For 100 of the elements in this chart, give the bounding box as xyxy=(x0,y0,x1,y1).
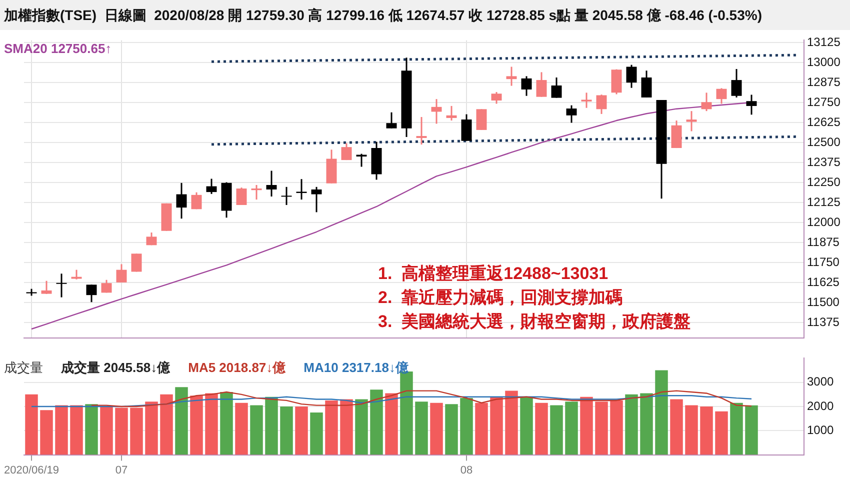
bar xyxy=(160,394,173,455)
bar xyxy=(355,399,368,455)
bar xyxy=(25,394,38,455)
bar xyxy=(610,400,623,455)
candlestick xyxy=(476,108,487,131)
bar xyxy=(265,396,278,455)
bar xyxy=(415,402,428,455)
candlestick xyxy=(731,68,742,98)
bar xyxy=(475,402,488,455)
candlestick xyxy=(716,87,727,104)
bar xyxy=(175,387,188,455)
candlestick xyxy=(386,112,397,130)
chart-title: 成交量 xyxy=(4,359,43,378)
candlestick xyxy=(551,76,562,99)
x-tick-label: 07 xyxy=(115,464,128,476)
bar xyxy=(430,402,443,455)
y-tick-label: 12500 xyxy=(807,134,841,149)
candlestick xyxy=(116,263,127,284)
candlestick xyxy=(581,92,592,109)
bar xyxy=(190,396,203,455)
bar xyxy=(250,405,263,455)
candlestick xyxy=(431,98,442,124)
y-tick-label: 11750 xyxy=(807,254,840,269)
bar xyxy=(100,406,113,455)
bar xyxy=(55,405,68,455)
bar xyxy=(385,393,398,455)
bar xyxy=(460,398,473,455)
bar xyxy=(85,404,98,455)
candlestick xyxy=(71,269,82,280)
bar xyxy=(295,406,308,455)
bar xyxy=(130,408,143,455)
bar xyxy=(595,402,608,455)
candlestick xyxy=(206,178,217,195)
bar xyxy=(145,402,158,455)
candlestick xyxy=(536,71,547,98)
y-tick-label: 12625 xyxy=(807,114,841,129)
annotation: 3. 美國總統大選，財報空窗期，政府護盤 xyxy=(378,312,691,331)
bar xyxy=(550,405,563,455)
bar xyxy=(715,411,728,455)
y-tick-label: 12125 xyxy=(807,194,841,209)
candlestick xyxy=(176,182,187,220)
y-tick-label: 2000 xyxy=(807,398,834,413)
candlestick xyxy=(281,186,292,206)
x-tick-label: 2020/06/19 xyxy=(4,464,60,476)
candlestick xyxy=(521,75,532,97)
bar xyxy=(490,396,503,455)
bar xyxy=(670,399,683,455)
bar xyxy=(505,390,518,455)
candlestick xyxy=(341,142,352,161)
candlestick xyxy=(101,279,112,294)
y-tick-label: 13125 xyxy=(807,34,841,49)
candlestick xyxy=(56,272,67,298)
x-tick-label: 08 xyxy=(460,464,473,476)
y-tick-label: 12750 xyxy=(807,94,841,109)
bar xyxy=(565,402,578,455)
text: SMA20 12750.65↑ xyxy=(4,41,112,56)
bar xyxy=(685,405,698,455)
candlestick xyxy=(686,110,697,132)
bar xyxy=(535,402,548,455)
bar xyxy=(370,390,383,455)
bar xyxy=(700,406,713,455)
candlestick xyxy=(461,114,472,142)
bar xyxy=(235,402,248,455)
bar xyxy=(445,404,458,455)
bar xyxy=(340,399,353,455)
candlestick xyxy=(671,120,682,149)
bar xyxy=(310,412,323,455)
bar xyxy=(280,406,293,455)
candlestick xyxy=(626,64,637,89)
candlestick xyxy=(251,184,262,200)
candlestick xyxy=(566,104,577,124)
bar xyxy=(745,405,758,455)
candlestick xyxy=(641,70,652,98)
bar xyxy=(205,393,218,455)
annotation: 2. 靠近壓力減碼，回測支撐加碼 xyxy=(378,288,623,307)
candlestick xyxy=(746,94,757,116)
bar xyxy=(220,392,233,455)
y-tick-label: 12000 xyxy=(807,214,841,229)
y-tick-label: 12875 xyxy=(807,74,841,89)
candlestick xyxy=(596,94,607,115)
candlestick xyxy=(491,91,502,104)
candlestick xyxy=(611,68,622,96)
y-tick-label: 12250 xyxy=(807,174,841,189)
candlestick xyxy=(311,186,322,213)
bar xyxy=(40,410,53,455)
chart-title: 加權指數(TSE) 日線圖 2020/08/28 開 12759.30 高 12799.16 低 12674.57 收 12728.85 s點 量 2045.58 億 -68.46 (-0.53%) xyxy=(2,6,763,25)
candlestick xyxy=(146,232,157,246)
series-label: MA5 2018.87↓億 xyxy=(188,359,286,378)
y-tick-label: 11625 xyxy=(807,274,840,289)
candlestick xyxy=(506,66,517,87)
y-tick-label: 11500 xyxy=(807,294,840,309)
candlestick xyxy=(236,186,247,206)
y-tick-label: 13000 xyxy=(807,54,841,69)
bar xyxy=(325,400,338,455)
bar xyxy=(730,402,743,455)
candlestick xyxy=(446,105,457,122)
annotation: 1. 高檔整理重返12488~13031 xyxy=(378,264,608,283)
bar xyxy=(655,370,668,455)
candlestick xyxy=(131,252,142,272)
candlestick xyxy=(416,116,427,146)
